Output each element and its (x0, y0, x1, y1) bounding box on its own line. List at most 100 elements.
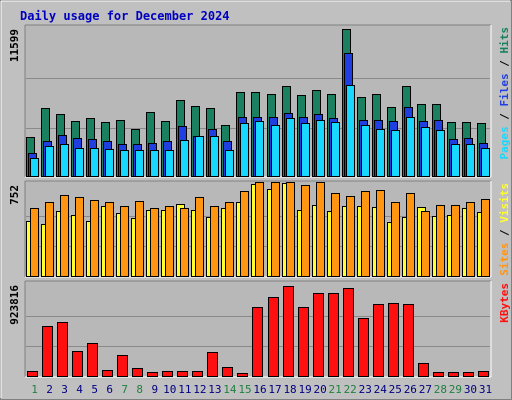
bar-pages (481, 148, 490, 177)
day-label: 14 (223, 383, 237, 396)
bar-kbytes (478, 371, 489, 377)
day-label: 16 (253, 383, 266, 396)
bar-kbytes (328, 293, 339, 377)
bar-kbytes (433, 372, 444, 377)
bar-sites (225, 202, 234, 277)
bar-kbytes (298, 307, 309, 377)
bar-pages (150, 150, 159, 177)
bar-kbytes (192, 371, 203, 377)
legend-part: Files (498, 73, 511, 106)
legend-middle: Sites / Visits (498, 183, 511, 276)
bar-kbytes (102, 370, 113, 377)
bar-pages (301, 123, 310, 177)
day-label: 24 (374, 383, 388, 396)
bar-pages (165, 150, 174, 177)
bar-kbytes (87, 343, 98, 377)
bar-pages (316, 120, 325, 177)
day-label: 29 (449, 383, 462, 396)
bar-pages (255, 121, 264, 177)
bar-kbytes (358, 318, 369, 377)
day-label: 30 (464, 383, 477, 396)
bar-kbytes (132, 368, 143, 377)
panel-bottom: 923816 KBytes (8, 280, 511, 378)
bar-kbytes (463, 372, 474, 377)
bar-sites (421, 211, 430, 277)
bar-sites (195, 197, 204, 277)
bar-sites (286, 182, 295, 277)
bar-kbytes (268, 297, 279, 377)
bar-kbytes (283, 286, 294, 377)
bar-kbytes (418, 363, 429, 377)
legend-part: Visits (498, 183, 511, 223)
bar-sites (346, 196, 355, 277)
day-label: 2 (46, 383, 53, 396)
bar-sites (60, 195, 69, 277)
bar-kbytes (57, 322, 68, 377)
bar-pages (45, 146, 54, 177)
chart-title: Daily usage for December 2024 (20, 9, 230, 23)
bar-sites (301, 185, 310, 277)
day-label: 27 (419, 383, 432, 396)
bar-kbytes (117, 355, 128, 377)
y-max-label: 11599 (8, 29, 21, 62)
day-label: 10 (163, 383, 176, 396)
bar-sites (90, 200, 99, 277)
legend-part: Pages (498, 126, 511, 159)
bar-sites (180, 208, 189, 277)
bar-kbytes (72, 351, 83, 377)
y-max-label: 752 (8, 185, 21, 205)
bar-pages (225, 150, 234, 177)
bar-pages (406, 117, 415, 177)
bar-sites (165, 206, 174, 277)
bar-pages (75, 148, 84, 177)
day-label: 11 (178, 383, 191, 396)
bar-pages (90, 148, 99, 177)
chart-panels: 11599 Pages / Files / Hits 752 Sites / Visi… (8, 24, 511, 378)
legend-top: Pages / Files / Hits (498, 27, 511, 160)
bar-pages (421, 127, 430, 177)
day-label: 3 (61, 383, 68, 396)
bar-sites (120, 206, 129, 277)
bar-pages (361, 125, 370, 177)
day-label: 28 (434, 383, 447, 396)
bar-kbytes (343, 288, 354, 377)
bar-sites (316, 182, 325, 277)
day-label: 5 (91, 383, 98, 396)
bar-kbytes (403, 304, 414, 377)
bar-sites (436, 205, 445, 277)
day-label: 20 (314, 383, 327, 396)
bar-sites (210, 206, 219, 277)
bar-pages (286, 118, 295, 177)
legend-bottom: KBytes (498, 283, 511, 323)
bar-sites (75, 197, 84, 277)
legend-part: KBytes (498, 283, 511, 323)
bar-sites (271, 182, 280, 277)
bar-sites (391, 202, 400, 277)
bar-pages (436, 130, 445, 177)
bar-kbytes (388, 303, 399, 377)
bar-sites (451, 205, 460, 277)
bar-sites (30, 208, 39, 277)
day-label: 26 (404, 383, 417, 396)
bar-pages (195, 136, 204, 177)
day-label: 7 (121, 383, 128, 396)
bar-pages (120, 150, 129, 177)
bar-sites (255, 182, 264, 277)
day-label: 1 (31, 383, 38, 396)
bar-sites (466, 202, 475, 277)
bar-pages (60, 144, 69, 177)
bar-pages (466, 144, 475, 177)
bar-pages (451, 144, 460, 177)
legend-part: Hits (498, 27, 511, 54)
bar-sites (361, 191, 370, 277)
legend-part: / (498, 54, 511, 74)
bar-kbytes (27, 371, 38, 377)
bar-sites (406, 193, 415, 277)
bar-sites (240, 191, 249, 277)
y-max-label: 923816 (8, 285, 21, 325)
bar-kbytes (162, 371, 173, 377)
day-labels: 1 2 3 4 5 6 7 8 9 10 11 12 13 14 15 16 17 18 19 20 21 22 23 24 2… (31, 383, 492, 396)
day-label: 13 (208, 383, 221, 396)
day-label: 22 (344, 383, 357, 396)
